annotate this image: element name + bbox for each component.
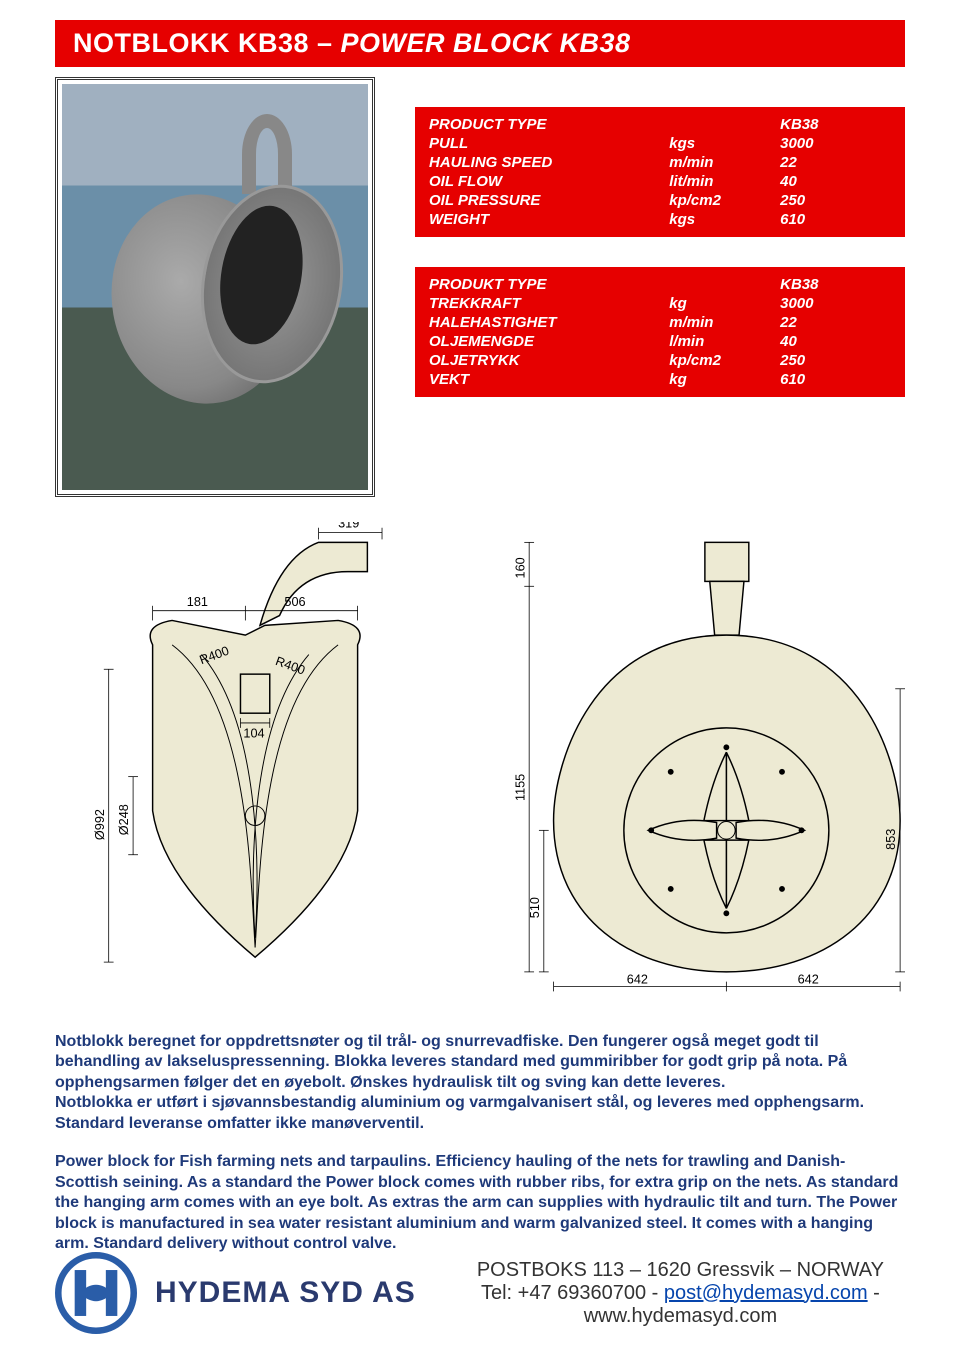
spec-unit: kg [669, 295, 780, 312]
spec-unit [669, 276, 780, 293]
spec-unit [669, 116, 780, 133]
contact-tel: Tel: +47 69360700 - [481, 1282, 664, 1304]
spec-value: 22 [780, 314, 891, 331]
svg-text:Ø992: Ø992 [93, 809, 107, 840]
spec-row: OIL PRESSUREkp/cm2250 [429, 191, 891, 210]
contact-block: POSTBOKS 113 – 1620 Gressvik – NORWAY Te… [456, 1259, 905, 1328]
contact-www: www.hydemasyd.com [456, 1305, 905, 1328]
spec-unit: m/min [669, 154, 780, 171]
spec-label: TREKKRAFT [429, 295, 669, 312]
product-photo-frame [55, 77, 375, 497]
description-english: Power block for Fish farming nets and ta… [55, 1152, 905, 1254]
spec-label: HAULING SPEED [429, 154, 669, 171]
spec-label: VEKT [429, 371, 669, 388]
spec-label: HALEHASTIGHET [429, 314, 669, 331]
svg-text:506: 506 [284, 595, 305, 609]
svg-text:853: 853 [884, 829, 898, 850]
spec-row: PRODUKT TYPE KB38 [429, 275, 891, 294]
spec-value: 610 [780, 211, 891, 228]
spec-value: 22 [780, 154, 891, 171]
spec-value: 40 [780, 173, 891, 190]
spec-value: KB38 [780, 276, 891, 293]
spec-unit: m/min [669, 314, 780, 331]
spec-label: OIL PRESSURE [429, 192, 669, 209]
spec-unit: kgs [669, 135, 780, 152]
product-photo [62, 84, 368, 490]
company-name: HYDEMA SYD AS [155, 1276, 416, 1310]
svg-text:642: 642 [627, 973, 648, 987]
spec-row: PULLkgs3000 [429, 134, 891, 153]
spec-label: OLJEMENGDE [429, 333, 669, 350]
spec-unit: kp/cm2 [669, 352, 780, 369]
spec-unit: l/min [669, 333, 780, 350]
contact-address: POSTBOKS 113 – 1620 Gressvik – NORWAY [456, 1259, 905, 1282]
spec-row: VEKTkg610 [429, 370, 891, 389]
spec-row: HALEHASTIGHETm/min22 [429, 313, 891, 332]
spec-unit: lit/min [669, 173, 780, 190]
svg-text:181: 181 [187, 595, 208, 609]
svg-text:319: 319 [338, 522, 359, 531]
spec-value: 40 [780, 333, 891, 350]
spec-row: OLJETRYKKkp/cm2250 [429, 351, 891, 370]
svg-text:160: 160 [513, 557, 527, 578]
svg-text:1155: 1155 [513, 774, 527, 801]
title-left: NOTBLOKK KB38 [73, 28, 309, 58]
company-logo-icon [55, 1252, 137, 1334]
spec-value: 610 [780, 371, 891, 388]
spec-label: PRODUKT TYPE [429, 276, 669, 293]
spec-table-en: PRODUCT TYPEKB38PULLkgs3000HAULING SPEED… [415, 107, 905, 237]
drawing-side-view: 160 1155 510 853 642 642 [495, 522, 905, 1002]
description-norwegian: Notblokk beregnet for oppdrettsnøter og … [55, 1032, 905, 1134]
page-footer: HYDEMA SYD AS POSTBOKS 113 – 1620 Gressv… [55, 1252, 905, 1334]
spec-label: PRODUCT TYPE [429, 116, 669, 133]
spec-label: OLJETRYKK [429, 352, 669, 369]
spec-value: 250 [780, 352, 891, 369]
spec-row: WEIGHTkgs610 [429, 210, 891, 229]
spec-label: WEIGHT [429, 211, 669, 228]
title-right: POWER BLOCK KB38 [341, 28, 631, 58]
title-sep: – [309, 28, 341, 58]
technical-drawings: R400 R400 181 506 319 104 Ø992 Ø248 [55, 522, 905, 1002]
title-bar: NOTBLOKK KB38 – POWER BLOCK KB38 [55, 20, 905, 67]
spec-row: OIL FLOWlit/min40 [429, 172, 891, 191]
svg-text:104: 104 [243, 727, 264, 741]
spec-unit: kgs [669, 211, 780, 228]
spec-unit: kg [669, 371, 780, 388]
svg-text:510: 510 [528, 897, 542, 918]
spec-unit: kp/cm2 [669, 192, 780, 209]
contact-email-link[interactable]: post@hydemasyd.com [664, 1282, 868, 1304]
spec-row: OLJEMENGDEl/min40 [429, 332, 891, 351]
spec-value: 3000 [780, 295, 891, 312]
spec-label: OIL FLOW [429, 173, 669, 190]
svg-text:642: 642 [798, 973, 819, 987]
spec-table-no: PRODUKT TYPEKB38TREKKRAFTkg3000HALEHASTI… [415, 267, 905, 397]
spec-value: 3000 [780, 135, 891, 152]
spec-value: KB38 [780, 116, 891, 133]
spec-row: HAULING SPEEDm/min22 [429, 153, 891, 172]
spec-value: 250 [780, 192, 891, 209]
spec-label: PULL [429, 135, 669, 152]
drawing-front-view: R400 R400 181 506 319 104 Ø992 Ø248 [55, 522, 465, 1002]
svg-text:Ø248: Ø248 [117, 804, 131, 835]
spec-row: PRODUCT TYPE KB38 [429, 115, 891, 134]
spec-row: TREKKRAFTkg3000 [429, 294, 891, 313]
